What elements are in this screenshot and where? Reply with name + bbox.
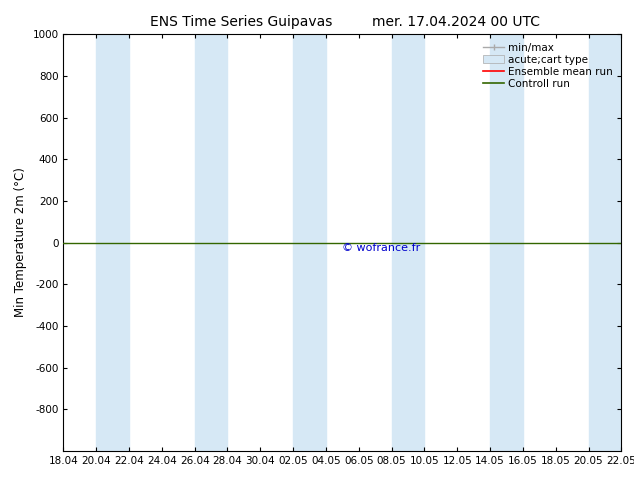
Bar (293, 34, 326, 451)
Bar (195, 34, 228, 451)
Text: mer. 17.04.2024 00 UTC: mer. 17.04.2024 00 UTC (373, 15, 540, 29)
Bar (588, 34, 621, 451)
Text: ENS Time Series Guipavas: ENS Time Series Guipavas (150, 15, 332, 29)
Bar (96, 34, 129, 451)
Text: © wofrance.fr: © wofrance.fr (342, 243, 420, 252)
Bar (490, 34, 523, 451)
Legend: min/max, acute;cart type, Ensemble mean run, Controll run: min/max, acute;cart type, Ensemble mean … (480, 40, 616, 92)
Y-axis label: Min Temperature 2m (°C): Min Temperature 2m (°C) (14, 168, 27, 318)
Bar (392, 34, 424, 451)
